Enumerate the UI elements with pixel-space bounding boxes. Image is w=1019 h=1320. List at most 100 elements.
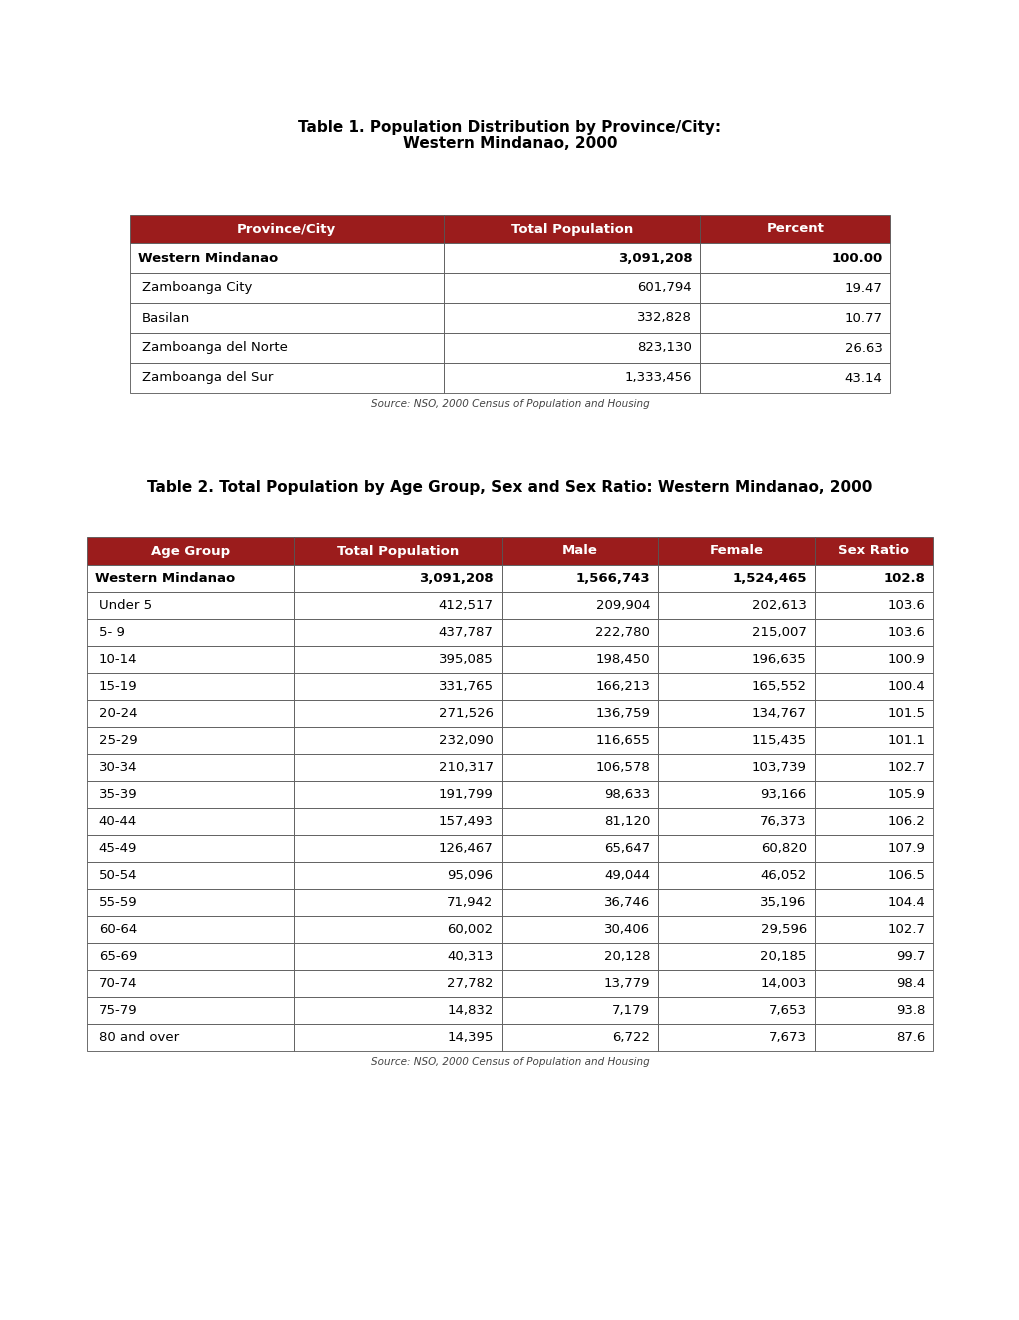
Text: 20,128: 20,128 xyxy=(603,950,649,964)
Text: 395,085: 395,085 xyxy=(438,653,493,667)
Bar xyxy=(501,916,657,942)
Bar xyxy=(501,970,657,997)
Text: 823,130: 823,130 xyxy=(637,342,692,355)
Bar xyxy=(699,363,890,393)
Text: 20-24: 20-24 xyxy=(99,708,138,719)
Text: 209,904: 209,904 xyxy=(595,599,649,612)
Text: 107.9: 107.9 xyxy=(887,842,924,855)
Text: 40-44: 40-44 xyxy=(99,814,137,828)
Bar xyxy=(293,916,501,942)
Bar xyxy=(87,862,293,888)
Text: Source: NSO, 2000 Census of Population and Housing: Source: NSO, 2000 Census of Population a… xyxy=(370,1057,649,1067)
Bar xyxy=(129,304,443,333)
Text: 29,596: 29,596 xyxy=(760,923,806,936)
Bar xyxy=(87,727,293,754)
Text: 210,317: 210,317 xyxy=(438,762,493,774)
Text: 102.7: 102.7 xyxy=(887,762,924,774)
Bar xyxy=(87,781,293,808)
Text: 101.1: 101.1 xyxy=(887,734,924,747)
Text: 49,044: 49,044 xyxy=(603,869,649,882)
Bar xyxy=(699,243,890,273)
Bar xyxy=(814,754,932,781)
Text: Male: Male xyxy=(561,544,597,557)
Bar xyxy=(87,970,293,997)
Text: 71,942: 71,942 xyxy=(446,896,493,909)
Bar xyxy=(501,565,657,591)
Text: 106.5: 106.5 xyxy=(887,869,924,882)
Bar xyxy=(814,808,932,836)
Bar xyxy=(814,970,932,997)
Bar xyxy=(501,1024,657,1051)
Text: Under 5: Under 5 xyxy=(99,599,152,612)
Text: Sex Ratio: Sex Ratio xyxy=(838,544,909,557)
Bar xyxy=(657,916,814,942)
Text: 80 and over: 80 and over xyxy=(99,1031,178,1044)
Bar xyxy=(657,808,814,836)
Text: 102.7: 102.7 xyxy=(887,923,924,936)
Text: 43.14: 43.14 xyxy=(844,371,881,384)
Text: Zamboanga del Sur: Zamboanga del Sur xyxy=(142,371,273,384)
Bar xyxy=(814,888,932,916)
Text: 40,313: 40,313 xyxy=(446,950,493,964)
Text: 81,120: 81,120 xyxy=(603,814,649,828)
Bar xyxy=(443,333,699,363)
Text: Western Mindanao, 2000: Western Mindanao, 2000 xyxy=(403,136,616,150)
Text: 55-59: 55-59 xyxy=(99,896,138,909)
Bar xyxy=(501,537,657,565)
Text: 116,655: 116,655 xyxy=(595,734,649,747)
Bar xyxy=(87,591,293,619)
Bar xyxy=(87,808,293,836)
Bar xyxy=(501,619,657,645)
Bar xyxy=(293,781,501,808)
Text: 437,787: 437,787 xyxy=(438,626,493,639)
Text: 100.4: 100.4 xyxy=(887,680,924,693)
Bar xyxy=(657,645,814,673)
Bar xyxy=(293,700,501,727)
Text: 30-34: 30-34 xyxy=(99,762,138,774)
Text: 100.9: 100.9 xyxy=(887,653,924,667)
Text: 166,213: 166,213 xyxy=(595,680,649,693)
Text: 7,673: 7,673 xyxy=(768,1031,806,1044)
Bar xyxy=(129,333,443,363)
Bar xyxy=(814,997,932,1024)
Text: 60,820: 60,820 xyxy=(760,842,806,855)
Bar xyxy=(657,700,814,727)
Bar xyxy=(814,862,932,888)
Bar xyxy=(501,700,657,727)
Text: Age Group: Age Group xyxy=(151,544,229,557)
Text: Total Population: Total Population xyxy=(511,223,633,235)
Bar xyxy=(293,1024,501,1051)
Text: 3,091,208: 3,091,208 xyxy=(419,572,493,585)
Bar xyxy=(657,888,814,916)
Text: Table 1. Population Distribution by Province/City:: Table 1. Population Distribution by Prov… xyxy=(299,120,720,135)
Bar xyxy=(814,1024,932,1051)
Bar xyxy=(657,862,814,888)
Bar xyxy=(129,243,443,273)
Text: 106,578: 106,578 xyxy=(595,762,649,774)
Text: 93.8: 93.8 xyxy=(895,1005,924,1016)
Bar xyxy=(657,537,814,565)
Bar xyxy=(657,781,814,808)
Text: 14,832: 14,832 xyxy=(446,1005,493,1016)
Bar xyxy=(501,754,657,781)
Bar xyxy=(87,619,293,645)
Bar xyxy=(443,215,699,243)
Text: 60,002: 60,002 xyxy=(447,923,493,936)
Text: 104.4: 104.4 xyxy=(887,896,924,909)
Bar xyxy=(501,997,657,1024)
Bar xyxy=(87,997,293,1024)
Bar xyxy=(293,619,501,645)
Text: 232,090: 232,090 xyxy=(438,734,493,747)
Text: 76,373: 76,373 xyxy=(759,814,806,828)
Bar xyxy=(814,727,932,754)
Bar xyxy=(501,836,657,862)
Bar xyxy=(293,727,501,754)
Text: Western Mindanao: Western Mindanao xyxy=(138,252,277,264)
Text: 126,467: 126,467 xyxy=(438,842,493,855)
Text: 331,765: 331,765 xyxy=(438,680,493,693)
Bar xyxy=(501,781,657,808)
Text: 102.8: 102.8 xyxy=(882,572,924,585)
Text: 3,091,208: 3,091,208 xyxy=(616,252,692,264)
Bar xyxy=(293,591,501,619)
Text: Province/City: Province/City xyxy=(236,223,336,235)
